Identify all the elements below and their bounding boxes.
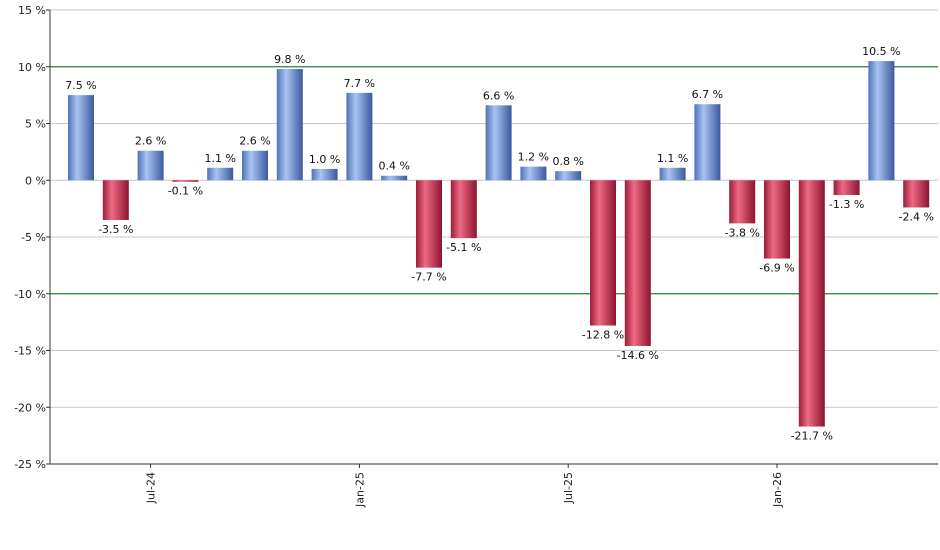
bar-positive (485, 105, 512, 181)
data-label: 10.5 % (862, 45, 900, 58)
data-label: 1.1 % (657, 152, 688, 165)
data-label: -12.8 % (582, 329, 624, 342)
data-label: 7.5 % (65, 79, 96, 92)
bar-negative (903, 180, 930, 208)
x-tick-label: Jul-25 (562, 472, 575, 504)
data-label: 6.6 % (483, 89, 514, 102)
bar-positive (694, 104, 721, 181)
data-label: 1.1 % (204, 152, 235, 165)
axes: 15 % 10 % 5 % 0 % -5 % -10 % -15 % -20 % -25 % Ju… (14, 4, 938, 508)
data-label: -2.4 % (898, 210, 933, 223)
bars (68, 61, 930, 427)
x-tick-label: Jan-26 (771, 472, 784, 508)
bar-positive (276, 69, 303, 181)
y-tick-label: -5 % (21, 231, 46, 244)
bar-negative (102, 180, 129, 220)
bar-positive (520, 166, 547, 181)
bar-positive (242, 150, 268, 181)
x-tick-label: Jan-25 (353, 472, 366, 508)
bar-positive (346, 92, 373, 181)
bar-negative (833, 180, 860, 196)
data-label: -3.8 % (724, 226, 759, 239)
y-tick-label: -15 % (14, 345, 46, 358)
data-labels: 7.5 % -3.5 % 2.6 % -0.1 % 1.1 % 2.6 % 9.8 % 1.0… (65, 45, 934, 442)
bar-positive (555, 171, 582, 181)
data-label: -14.6 % (617, 349, 659, 362)
data-label: 2.6 % (239, 135, 270, 148)
data-label: 6.7 % (692, 88, 723, 101)
bar-positive (868, 61, 895, 181)
data-label: 2.6 % (135, 135, 166, 148)
y-tick-label: 5 % (25, 118, 46, 131)
bar-positive (659, 167, 686, 181)
y-tick-label: -20 % (14, 401, 46, 414)
data-label: -1.3 % (829, 198, 864, 211)
data-label: -21.7 % (791, 430, 833, 443)
bar-negative (172, 180, 199, 182)
bar-positive (137, 150, 164, 181)
bar-negative (416, 180, 442, 268)
data-label: 9.8 % (274, 53, 305, 66)
bar-positive (311, 168, 338, 181)
data-label: -6.9 % (759, 262, 794, 275)
bar-negative (624, 180, 651, 346)
bar-negative (590, 180, 616, 326)
x-tick-label: Jul-24 (145, 472, 158, 504)
data-label: -5.1 % (446, 241, 481, 254)
data-label: 7.7 % (344, 77, 375, 90)
data-label: 1.0 % (309, 153, 340, 166)
data-label: -0.1 % (168, 184, 203, 197)
y-tick-label: 10 % (18, 61, 46, 74)
y-tick-label: 0 % (25, 174, 46, 187)
y-tick-label: 15 % (18, 4, 46, 17)
bar-negative (729, 180, 756, 224)
y-tick-label: -25 % (14, 458, 46, 471)
bar-positive (207, 167, 234, 181)
data-label: 0.8 % (552, 155, 583, 168)
data-label: 0.4 % (378, 160, 409, 173)
bar-positive (381, 175, 408, 181)
y-tick-label: -10 % (14, 288, 46, 301)
bar-positive (68, 95, 94, 181)
bar-negative (764, 180, 790, 259)
bar-negative (798, 180, 825, 427)
data-label: -3.5 % (98, 223, 133, 236)
bar-negative (450, 180, 477, 239)
data-label: 1.2 % (518, 151, 549, 164)
data-label: -7.7 % (411, 271, 446, 284)
